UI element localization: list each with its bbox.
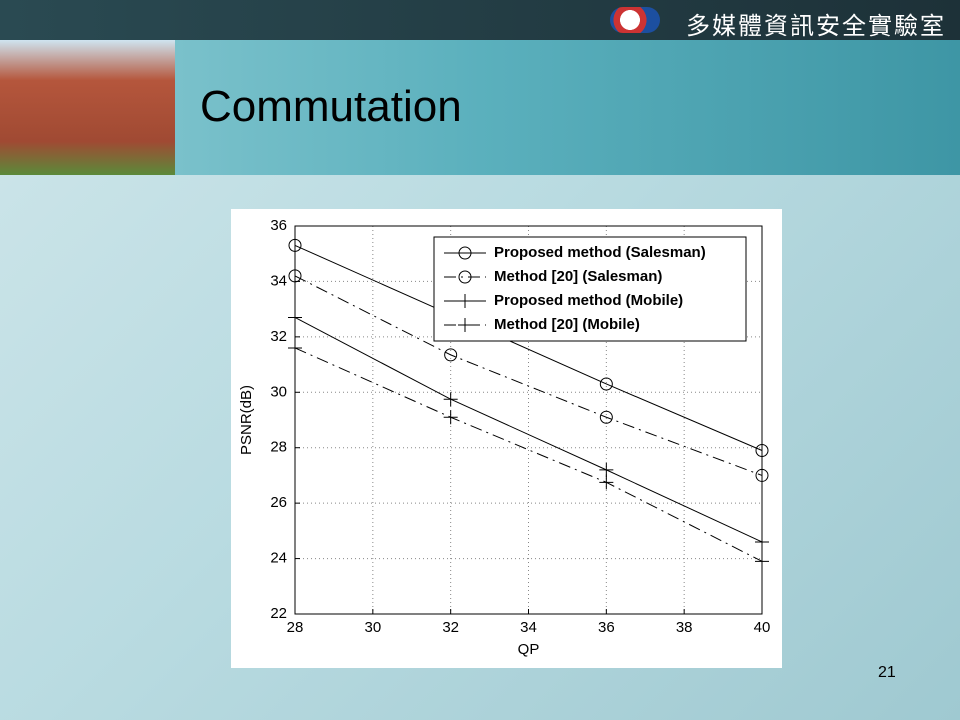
legend-box <box>433 236 747 342</box>
point-marker <box>288 310 302 325</box>
y-axis-label: PSNR(dB) <box>238 385 255 455</box>
legend-label: Proposed method (Salesman) <box>494 244 706 261</box>
legend-label: Method [20] (Salesman) <box>494 268 662 285</box>
slide-title: Commutation <box>200 82 462 131</box>
point-marker <box>599 377 613 391</box>
x-tick-label: 36 <box>598 619 615 636</box>
legend-marker <box>458 246 472 260</box>
y-tick-label: 34 <box>270 272 287 289</box>
plot-frame <box>294 225 763 615</box>
series-line <box>294 317 763 543</box>
point-marker <box>599 410 613 424</box>
y-tick-label: 22 <box>270 605 287 622</box>
legend-marker <box>458 270 472 284</box>
x-tick-label: 38 <box>676 619 693 636</box>
x-tick-label: 32 <box>442 619 459 636</box>
series-line <box>294 244 763 451</box>
legend-marker <box>458 294 472 308</box>
y-tick-label: 24 <box>270 550 287 567</box>
x-tick-label: 30 <box>364 619 381 636</box>
series-line <box>294 275 763 476</box>
chart: 22 24 26 28 30 32 34 36 28 30 32 34 36 38 40 QP PSNR(dB)… <box>231 209 782 668</box>
building-photo <box>0 40 175 175</box>
legend-marker <box>458 318 472 332</box>
point-marker <box>599 475 614 490</box>
point-marker <box>443 410 458 425</box>
y-tick-label: 26 <box>270 494 287 511</box>
top-bar <box>0 0 960 40</box>
point-marker <box>755 554 769 569</box>
x-tick-label: 40 <box>754 619 771 636</box>
lab-name: 多媒體資訊安全實驗室 <box>686 12 946 40</box>
point-marker <box>443 392 458 407</box>
logo <box>610 7 660 33</box>
series-line <box>294 347 763 562</box>
point-marker <box>288 269 302 283</box>
point-marker <box>444 348 458 362</box>
legend-label: Proposed method (Mobile) <box>494 292 683 309</box>
page-number: 21 <box>878 664 896 681</box>
y-tick-label: 28 <box>270 439 287 456</box>
y-tick-label: 30 <box>270 383 287 400</box>
point-marker <box>755 534 769 549</box>
point-marker <box>755 443 769 457</box>
y-tick-label: 32 <box>270 328 287 345</box>
point-marker <box>288 340 302 355</box>
point-marker <box>288 238 302 252</box>
legend-label: Method [20] (Mobile) <box>494 316 640 333</box>
x-tick-label: 28 <box>287 619 304 636</box>
x-axis-label: QP <box>518 641 540 658</box>
y-tick-label: 36 <box>270 217 287 234</box>
x-tick-label: 34 <box>520 619 537 636</box>
point-marker <box>599 462 614 477</box>
point-marker <box>755 468 769 482</box>
